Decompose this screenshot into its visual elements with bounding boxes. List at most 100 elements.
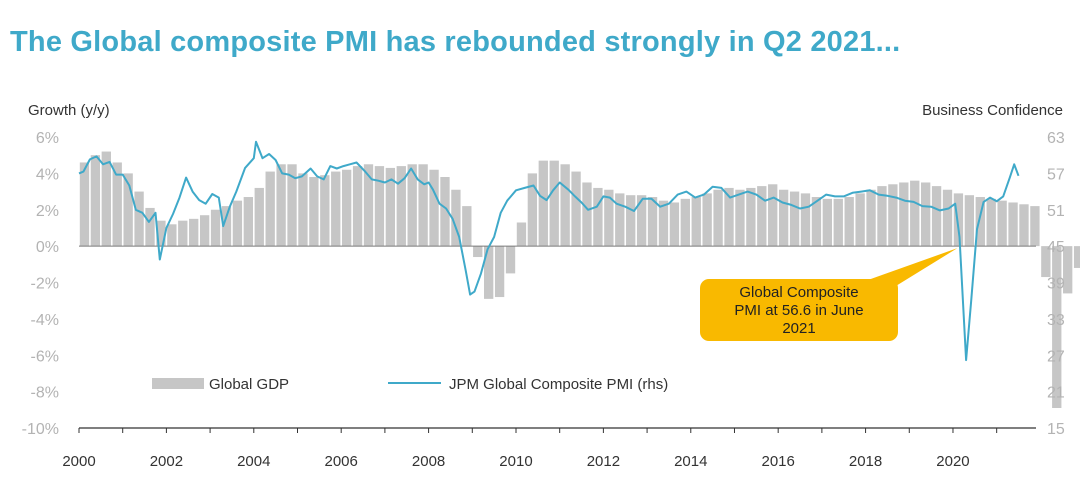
y-tick-label: 2% bbox=[36, 203, 59, 220]
x-tick-label: 2010 bbox=[499, 453, 532, 470]
gdp-bar bbox=[724, 187, 734, 247]
y-tick-label: -6% bbox=[31, 348, 59, 365]
gdp-bars bbox=[79, 151, 1080, 408]
gdp-bar bbox=[232, 200, 243, 247]
callout-box bbox=[700, 279, 898, 341]
gdp-bar bbox=[778, 189, 789, 247]
gdp-bar bbox=[494, 246, 505, 298]
gdp-bar bbox=[636, 195, 647, 247]
gdp-bar bbox=[418, 164, 428, 247]
y2-tick-label: 51 bbox=[1047, 203, 1065, 220]
gdp-bar bbox=[276, 164, 286, 247]
y2-tick-label: 45 bbox=[1047, 239, 1065, 256]
y2-tick-label: 27 bbox=[1047, 348, 1065, 365]
y-tick-label: 6% bbox=[36, 130, 59, 147]
gdp-bar bbox=[549, 160, 559, 247]
gdp-bar bbox=[440, 177, 450, 247]
gdp-bar bbox=[964, 195, 975, 247]
gdp-bar bbox=[462, 206, 472, 247]
gdp-bar bbox=[287, 164, 297, 247]
y2-tick-label: 15 bbox=[1047, 421, 1065, 438]
gdp-bar bbox=[735, 189, 745, 247]
gdp-bar bbox=[451, 189, 461, 247]
gdp-bar bbox=[855, 193, 865, 247]
gdp-bar bbox=[331, 171, 341, 247]
gdp-bar bbox=[789, 191, 800, 247]
gdp-bar bbox=[320, 175, 330, 247]
gdp-bar bbox=[615, 193, 625, 247]
gdp-bar bbox=[713, 189, 723, 247]
y2-tick-label: 21 bbox=[1047, 385, 1065, 402]
gdp-bar bbox=[986, 198, 996, 247]
gdp-bar bbox=[997, 200, 1007, 247]
x-tick-label: 2014 bbox=[674, 453, 707, 470]
gdp-bar bbox=[538, 160, 548, 247]
gdp-bar bbox=[746, 187, 756, 247]
gdp-bar bbox=[505, 246, 516, 274]
legend-gdp-label: Global GDP bbox=[209, 376, 289, 393]
gdp-bar bbox=[680, 198, 690, 247]
callout-text: Global Composite bbox=[739, 284, 858, 301]
gdp-bar bbox=[145, 207, 155, 247]
gdp-bar bbox=[702, 193, 712, 247]
gdp-bar bbox=[112, 162, 122, 247]
gdp-bar bbox=[822, 198, 833, 247]
gdp-bar bbox=[647, 197, 658, 247]
gdp-bar bbox=[582, 182, 592, 247]
gdp-bar bbox=[265, 171, 275, 247]
gdp-bar bbox=[484, 246, 494, 299]
gdp-bar bbox=[199, 215, 210, 247]
gdp-bar bbox=[975, 197, 985, 247]
gdp-bar bbox=[156, 220, 166, 247]
legend-pmi-label: JPM Global Composite PMI (rhs) bbox=[449, 376, 668, 393]
gdp-bar bbox=[910, 180, 920, 247]
y-tick-label: -10% bbox=[22, 421, 59, 438]
x-tick-label: 2016 bbox=[761, 453, 794, 470]
x-tick-label: 2006 bbox=[325, 453, 358, 470]
y2-tick-label: 63 bbox=[1047, 130, 1065, 147]
gdp-bar bbox=[396, 166, 406, 247]
x-tick-label: 2020 bbox=[936, 453, 969, 470]
gdp-bar bbox=[123, 173, 133, 247]
gdp-bar bbox=[385, 167, 396, 247]
gdp-bar bbox=[833, 198, 843, 247]
gdp-bar bbox=[473, 246, 483, 258]
gdp-bar bbox=[593, 187, 603, 247]
gdp-bar bbox=[800, 193, 811, 247]
gdp-bar bbox=[626, 195, 636, 247]
gdp-bar bbox=[134, 191, 144, 247]
gdp-bar bbox=[920, 182, 931, 247]
gdp-bar bbox=[888, 184, 898, 247]
x-tick-label: 2004 bbox=[237, 453, 270, 470]
gdp-bar bbox=[189, 218, 199, 247]
callout-text: PMI at 56.6 in June bbox=[734, 302, 863, 319]
x-tick-label: 2012 bbox=[587, 453, 620, 470]
y-tick-label: -8% bbox=[31, 385, 59, 402]
gdp-bar bbox=[942, 189, 953, 247]
gdp-bar bbox=[79, 162, 90, 247]
gdp-bar bbox=[757, 186, 767, 247]
gdp-bar bbox=[953, 193, 964, 247]
x-tick-label: 2002 bbox=[150, 453, 183, 470]
gdp-bar bbox=[374, 166, 385, 247]
gdp-bar bbox=[768, 184, 778, 247]
gdp-bar bbox=[1063, 246, 1073, 294]
gdp-bar bbox=[866, 189, 876, 247]
callout-text: 2021 bbox=[782, 320, 815, 337]
x-tick-label: 2018 bbox=[849, 453, 882, 470]
gdp-bar bbox=[1073, 246, 1080, 268]
gdp-bar bbox=[101, 151, 111, 247]
gdp-bar bbox=[243, 197, 253, 247]
gdp-bar bbox=[691, 197, 701, 247]
gdp-bar bbox=[1052, 246, 1062, 408]
gdp-bar bbox=[560, 164, 570, 247]
gdp-bar bbox=[167, 224, 177, 247]
gdp-bar bbox=[1008, 202, 1018, 247]
gdp-bar bbox=[931, 186, 942, 247]
gdp-bar bbox=[527, 173, 538, 247]
gdp-bar bbox=[844, 197, 854, 247]
y2-tick-label: 33 bbox=[1047, 312, 1065, 329]
y-tick-label: 0% bbox=[36, 239, 59, 256]
pmi-line bbox=[78, 140, 1020, 362]
